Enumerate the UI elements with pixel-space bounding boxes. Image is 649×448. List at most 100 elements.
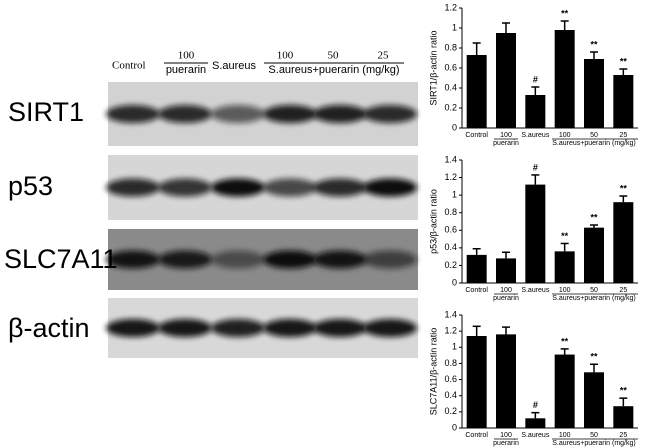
bar — [554, 30, 575, 128]
x-sublabel: puerarin — [493, 140, 519, 147]
y-tick-label: 0 — [452, 277, 457, 287]
blot-band — [263, 319, 317, 337]
x-sublabel: puerarin — [493, 440, 519, 447]
y-tick-label: 0.8 — [444, 207, 457, 217]
bar — [466, 335, 487, 428]
significance-label: ** — [561, 8, 569, 18]
y-tick-label: 0.4 — [444, 242, 457, 252]
y-tick-label: 0.4 — [444, 390, 457, 400]
y-tick-label: 0.6 — [444, 225, 457, 235]
error-bar — [590, 51, 598, 59]
x-tick-label: 50 — [590, 432, 598, 439]
y-tick-label: 1 — [452, 190, 457, 200]
blot-band — [158, 250, 212, 269]
y-axis-label: SIRT1/β-actin ratio — [428, 30, 438, 105]
header-label: S.aureus+puerarin (mg/kg) — [268, 64, 399, 76]
error-bar — [560, 242, 569, 252]
y-tick-label: 0 — [452, 422, 457, 432]
significance-label: ** — [620, 183, 628, 193]
blot-band — [106, 178, 160, 197]
blot-band — [313, 250, 367, 269]
y-tick-label: 1.2 — [444, 2, 457, 12]
error-bar — [472, 247, 481, 255]
bar — [496, 33, 516, 128]
error-bar — [619, 397, 628, 407]
header-label: Control — [112, 60, 146, 72]
bar — [584, 227, 604, 283]
y-tick-label: 1 — [452, 342, 457, 352]
significance-label: ** — [561, 231, 569, 241]
row-label: p53 — [8, 171, 53, 201]
significance-label: ** — [590, 212, 598, 222]
blot-band — [363, 319, 417, 337]
blot-band — [263, 250, 317, 269]
y-tick-label: 0.4 — [444, 82, 457, 92]
header-label: 50 — [328, 50, 340, 62]
bar — [613, 406, 634, 428]
blot-band — [211, 319, 265, 337]
error-bar — [531, 86, 540, 95]
y-tick-label: 1.4 — [444, 154, 457, 164]
x-tick-label: Control — [465, 287, 488, 294]
x-tick-label: 100 — [500, 287, 512, 294]
x-tick-label: 50 — [590, 132, 598, 139]
blot-band — [211, 250, 265, 269]
x-tick-label: 50 — [590, 287, 598, 294]
header-label: 25 — [378, 50, 390, 62]
x-sublabel: S.aureus+puerarin (mg/kg) — [552, 140, 635, 147]
error-bar — [560, 348, 569, 355]
y-axis-label: p53/β-actin ratio — [428, 189, 438, 254]
x-tick-label: S.aureus — [521, 432, 550, 439]
y-tick-label: 0.2 — [444, 260, 457, 270]
y-tick-label: 0.2 — [444, 102, 457, 112]
significance-label: ** — [561, 336, 569, 346]
bar — [613, 202, 634, 283]
x-tick-label: S.aureus — [521, 287, 550, 294]
row-label: β-actin — [8, 313, 90, 343]
x-tick-label: 100 — [559, 432, 571, 439]
row-label: SLC7A11 — [4, 244, 118, 274]
header-label: 100 — [178, 50, 195, 62]
y-tick-label: 1.4 — [444, 309, 457, 319]
blot-band — [158, 319, 212, 337]
error-bar — [531, 411, 540, 419]
header-label: 100 — [277, 50, 294, 62]
bar — [525, 418, 546, 428]
y-tick-label: 0.8 — [444, 42, 457, 52]
bar — [496, 334, 516, 428]
y-tick-label: 1.2 — [444, 326, 457, 336]
x-tick-label: 100 — [500, 132, 512, 139]
bar — [584, 372, 604, 428]
x-tick-label: 25 — [619, 132, 627, 139]
error-bar — [619, 195, 628, 203]
blot-band — [263, 178, 317, 197]
blot-band — [106, 105, 160, 123]
error-bar — [502, 326, 510, 335]
error-bar — [472, 42, 481, 55]
blot-band — [313, 319, 367, 337]
x-tick-label: 25 — [619, 287, 627, 294]
bar — [466, 55, 487, 128]
bar — [554, 354, 575, 428]
x-tick-label: Control — [465, 432, 488, 439]
blot-header: Control 100 puerarin S.aureus 100 50 25 … — [112, 50, 404, 76]
blot-band — [106, 319, 160, 337]
y-tick-label: 0.2 — [444, 406, 457, 416]
header-label: S.aureus — [212, 60, 257, 72]
y-tick-label: 0.8 — [444, 358, 457, 368]
header-label: puerarin — [166, 64, 206, 76]
bar — [525, 95, 546, 128]
significance-label: # — [533, 162, 538, 172]
bar — [554, 251, 575, 283]
error-bar — [590, 224, 598, 228]
blot-band — [313, 105, 367, 123]
error-bar — [502, 251, 510, 259]
x-sublabel: puerarin — [493, 295, 519, 302]
blot-band — [313, 178, 367, 197]
blot: p53 SLC7A11 β-actin SIRT1 — [4, 82, 418, 358]
bar — [584, 59, 604, 128]
significance-label: ** — [620, 386, 628, 396]
y-axis-label: SLC7A11/β-actin ratio — [428, 328, 438, 416]
significance-label: ** — [590, 352, 598, 362]
